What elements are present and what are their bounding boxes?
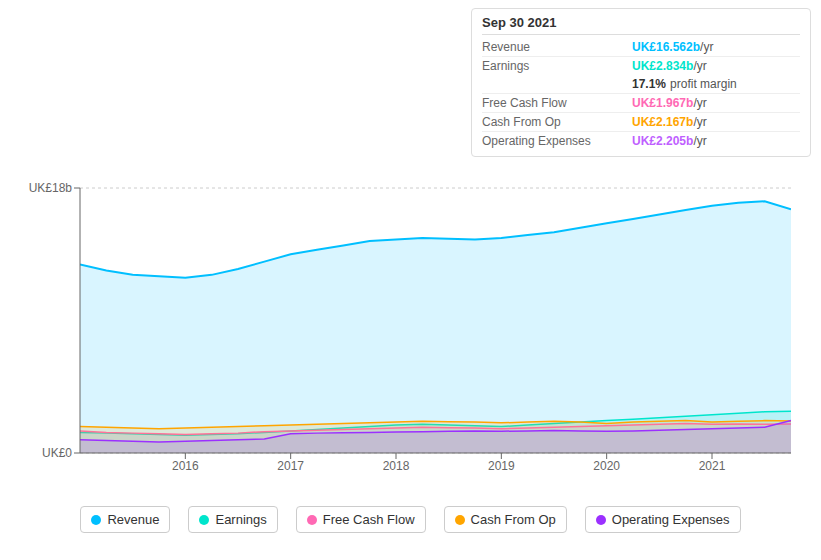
html-text:Operating Expenses: Operating Expenses bbox=[482, 134, 591, 148]
svg-text:2017: 2017 bbox=[277, 459, 304, 473]
html-text:Free Cash Flow: Free Cash Flow bbox=[482, 96, 567, 110]
svg-text:2021: 2021 bbox=[699, 459, 726, 473]
html-text:UK£2.834b /yr: UK£2.834b /yr bbox=[632, 59, 707, 73]
html-text:Operating Expenses: Operating Expenses bbox=[611, 512, 730, 527]
html-text:Revenue: Revenue bbox=[482, 40, 530, 54]
html-text:Cash From Op: Cash From Op bbox=[470, 512, 556, 527]
html-text:UK£16.562b /yr: UK£16.562b /yr bbox=[632, 40, 714, 54]
html-text:Cash From Op: Cash From Op bbox=[482, 115, 561, 129]
svg-text:2020: 2020 bbox=[593, 459, 620, 473]
svg-text:UK£18b: UK£18b bbox=[29, 181, 73, 195]
html-text:17.1% profit margin: 17.1% profit margin bbox=[632, 77, 737, 91]
svg-text:2018: 2018 bbox=[383, 459, 410, 473]
html-text:UK£2.167b /yr: UK£2.167b /yr bbox=[632, 115, 707, 129]
svg-text:UK£0: UK£0 bbox=[42, 446, 72, 460]
html-text:UK£2.205b /yr: UK£2.205b /yr bbox=[632, 134, 707, 148]
html-text:Earnings: Earnings bbox=[215, 512, 267, 527]
html-text:Earnings: Earnings bbox=[482, 59, 530, 73]
html-text:Revenue: Revenue bbox=[107, 512, 160, 527]
svg-text:2019: 2019 bbox=[488, 459, 515, 473]
html-text:UK£1.967b /yr: UK£1.967b /yr bbox=[632, 96, 707, 110]
html-text:Free Cash Flow: Free Cash Flow bbox=[322, 512, 415, 527]
html-text:Sep 30 2021: Sep 30 2021 bbox=[482, 15, 557, 30]
svg-text:2016: 2016 bbox=[172, 459, 199, 473]
